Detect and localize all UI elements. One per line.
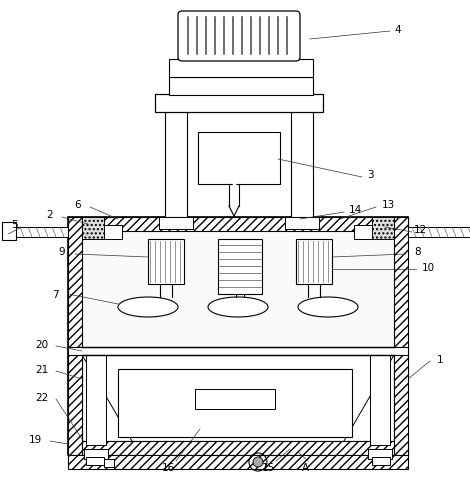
Bar [68,455,408,469]
Text: 7: 7 [52,289,58,300]
Bar [285,217,319,229]
Bar [408,227,470,238]
Bar [195,389,275,409]
Text: 8: 8 [415,246,421,257]
Text: 16: 16 [161,462,175,472]
Bar [169,78,313,96]
Bar [118,369,352,437]
Bar [104,459,114,467]
Circle shape [253,457,263,467]
Bar [68,441,408,455]
Text: 22: 22 [35,392,48,402]
Bar [148,240,184,285]
Ellipse shape [298,297,358,318]
Text: 14: 14 [348,205,361,214]
Text: 4: 4 [395,25,401,35]
Text: 21: 21 [35,364,48,374]
Ellipse shape [118,297,178,318]
Bar [82,231,394,348]
Text: 20: 20 [35,339,48,349]
Bar [218,240,262,294]
Bar [68,217,408,455]
Text: 2: 2 [47,210,53,220]
Ellipse shape [208,297,268,318]
Bar [10,227,68,238]
Text: 15: 15 [261,462,274,472]
Text: 12: 12 [414,225,427,235]
FancyBboxPatch shape [178,12,300,62]
Text: 5: 5 [11,220,17,229]
Bar [370,355,390,445]
Bar [296,240,332,285]
Bar [68,217,408,231]
Bar [291,100,313,217]
Bar [84,449,108,459]
Text: 6: 6 [75,199,81,210]
Bar [68,217,82,455]
Bar [165,100,187,217]
Text: 13: 13 [381,199,395,210]
Text: A: A [301,462,309,472]
Text: 9: 9 [59,246,65,257]
Bar [159,217,193,229]
Bar [372,457,390,465]
Bar [2,223,16,241]
Bar [169,60,313,78]
Bar [104,226,122,240]
Bar [394,217,408,455]
Bar [372,217,394,240]
Bar [368,449,392,459]
Text: 10: 10 [422,262,435,272]
Bar [86,457,104,465]
Text: 1: 1 [437,354,443,364]
Bar [82,217,104,240]
Bar [86,355,106,445]
Text: 19: 19 [28,434,42,444]
Text: 3: 3 [367,170,373,180]
Bar [68,348,408,355]
Bar [155,95,323,113]
Bar [82,231,394,441]
Bar [354,226,372,240]
Bar [198,133,280,184]
